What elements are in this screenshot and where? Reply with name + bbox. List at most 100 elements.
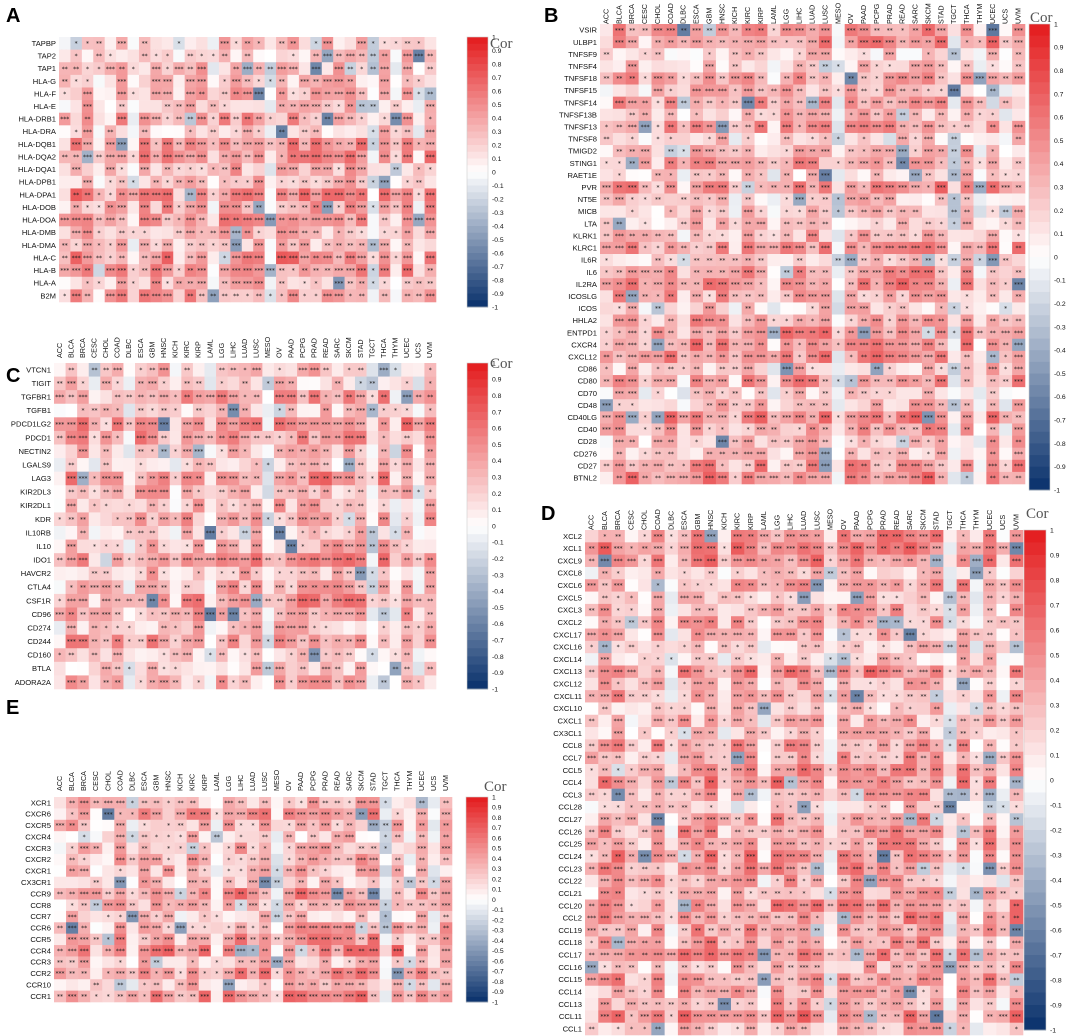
significance-mark: *** [988, 76, 997, 83]
heatmap-cell [310, 62, 323, 76]
significance-mark: * [888, 257, 891, 264]
significance-mark: *** [298, 625, 307, 632]
significance-mark: * [417, 41, 420, 48]
heatmap-cell [276, 226, 288, 240]
heatmap-cell [100, 526, 113, 540]
significance-mark: *** [346, 192, 355, 199]
significance-mark: ** [990, 390, 996, 397]
significance-mark: * [128, 557, 131, 564]
significance-mark: ** [68, 652, 74, 659]
significance-mark: ** [822, 64, 828, 71]
significance-mark: *** [380, 179, 389, 186]
significance-mark: *** [808, 294, 817, 301]
heatmap-cell [241, 201, 254, 214]
significance-mark: * [63, 91, 66, 98]
significance-mark: *** [1014, 281, 1023, 288]
significance-mark: *** [345, 611, 354, 618]
significance-mark: ** [745, 403, 751, 410]
legend-swatch [1029, 233, 1050, 246]
significance-mark: * [278, 367, 281, 374]
heatmap-cell [298, 150, 311, 164]
significance-mark: ** [359, 179, 365, 186]
heatmap-cell [831, 399, 845, 412]
significance-mark: ** [938, 318, 944, 325]
significance-mark: ** [265, 557, 271, 564]
significance-mark: * [850, 233, 853, 240]
heatmap-cell [424, 74, 437, 88]
significance-mark: ** [381, 611, 387, 618]
heatmap-cell [612, 108, 627, 122]
heatmap-cell [413, 37, 425, 50]
heatmap-cell [947, 375, 961, 388]
significance-mark: ** [290, 41, 296, 48]
heatmap-cell [276, 188, 288, 202]
significance-mark: *** [692, 294, 701, 301]
significance-mark: ** [861, 76, 867, 83]
significance-mark: ** [245, 205, 251, 212]
significance-mark: *** [988, 233, 997, 240]
significance-mark: *** [356, 394, 365, 401]
significance-mark: * [914, 148, 917, 155]
heatmap-cell [287, 112, 300, 126]
significance-mark: *** [322, 435, 331, 442]
significance-mark: *** [310, 421, 319, 428]
legend-swatch [467, 97, 488, 105]
significance-mark: *** [821, 354, 830, 361]
significance-mark: ** [300, 571, 306, 578]
column-label: LAML [205, 339, 214, 358]
significance-mark: ** [126, 598, 132, 605]
significance-mark: * [429, 489, 432, 496]
significance-mark: ** [1003, 257, 1009, 264]
significance-mark: * [644, 197, 647, 204]
heatmap-cell [253, 49, 265, 63]
significance-mark: *** [72, 141, 81, 148]
heatmap-cell [947, 350, 961, 364]
significance-mark: *** [334, 78, 343, 85]
significance-mark: * [189, 167, 192, 174]
significance-mark: ** [161, 611, 167, 618]
significance-mark: ** [874, 257, 880, 264]
significance-mark: *** [898, 100, 907, 107]
significance-mark: * [395, 255, 398, 262]
significance-mark: ** [165, 255, 171, 262]
heatmap-cell [934, 48, 949, 61]
legend-swatch [1029, 82, 1050, 95]
significance-mark: ** [797, 76, 803, 83]
significance-mark: ** [694, 160, 700, 167]
significance-mark: ** [359, 53, 365, 60]
significance-mark: * [186, 462, 189, 469]
column-label: THYM [975, 4, 984, 24]
significance-mark: *** [117, 154, 126, 161]
significance-mark: ** [810, 76, 816, 83]
significance-mark: *** [356, 408, 365, 415]
heatmap-cell [844, 217, 858, 231]
heatmap-cell [116, 201, 128, 214]
heatmap-cell [390, 276, 403, 290]
significance-mark: ** [176, 230, 182, 237]
heatmap-cell [412, 498, 425, 513]
significance-mark: *** [229, 544, 238, 551]
significance-mark: *** [117, 78, 126, 85]
significance-mark: *** [206, 530, 215, 537]
legend-swatch [467, 266, 488, 274]
row-label: TNFSF9 [568, 50, 597, 59]
significance-mark: * [325, 611, 328, 618]
significance-mark: *** [254, 242, 263, 249]
significance-mark: ** [149, 544, 155, 551]
heatmap-cell [831, 72, 845, 85]
significance-mark: ** [603, 378, 609, 385]
significance-mark: ** [797, 39, 803, 46]
significance-mark: ** [324, 116, 330, 123]
significance-mark: * [132, 230, 135, 237]
heatmap-cell [127, 100, 140, 114]
significance-mark: ** [62, 78, 68, 85]
heatmap-cell [54, 634, 66, 649]
heatmap-cell [59, 163, 71, 177]
significance-mark: * [337, 104, 340, 111]
heatmap-cell [161, 175, 174, 189]
significance-mark: *** [197, 192, 206, 199]
significance-mark: *** [380, 242, 389, 249]
significance-mark: ** [222, 53, 228, 60]
heatmap-cell [321, 62, 334, 76]
heatmap-cell [276, 87, 288, 101]
